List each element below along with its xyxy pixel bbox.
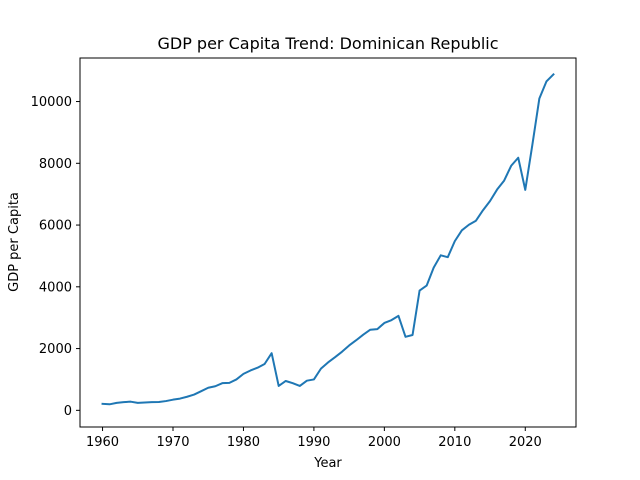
x-tick-label: 2000 bbox=[368, 435, 401, 450]
y-tick-label: 8000 bbox=[39, 157, 72, 172]
chart-title: GDP per Capita Trend: Dominican Republic bbox=[157, 34, 498, 53]
plot-area: 1960 1970 1980 1990 2000 2010 2020 0 2000 4000 600… bbox=[31, 57, 577, 450]
y-tick-label: 10000 bbox=[31, 95, 72, 110]
y-tick-label: 0 bbox=[64, 404, 72, 419]
y-axis-label: GDP per Capita bbox=[7, 192, 22, 292]
x-axis-label: Year bbox=[313, 456, 342, 471]
y-tick-label: 4000 bbox=[39, 280, 72, 295]
x-tick-label: 1960 bbox=[86, 435, 119, 450]
x-tick-label: 2010 bbox=[438, 435, 471, 450]
x-tick-label: 1980 bbox=[227, 435, 260, 450]
series-line bbox=[101, 72, 555, 406]
plot-frame bbox=[79, 57, 577, 428]
x-tick-label: 1990 bbox=[297, 435, 330, 450]
x-tick-label: 2020 bbox=[509, 435, 542, 450]
y-tick-label: 2000 bbox=[39, 342, 72, 357]
y-tick-label: 6000 bbox=[39, 219, 72, 234]
x-tick-label: 1970 bbox=[156, 435, 189, 450]
